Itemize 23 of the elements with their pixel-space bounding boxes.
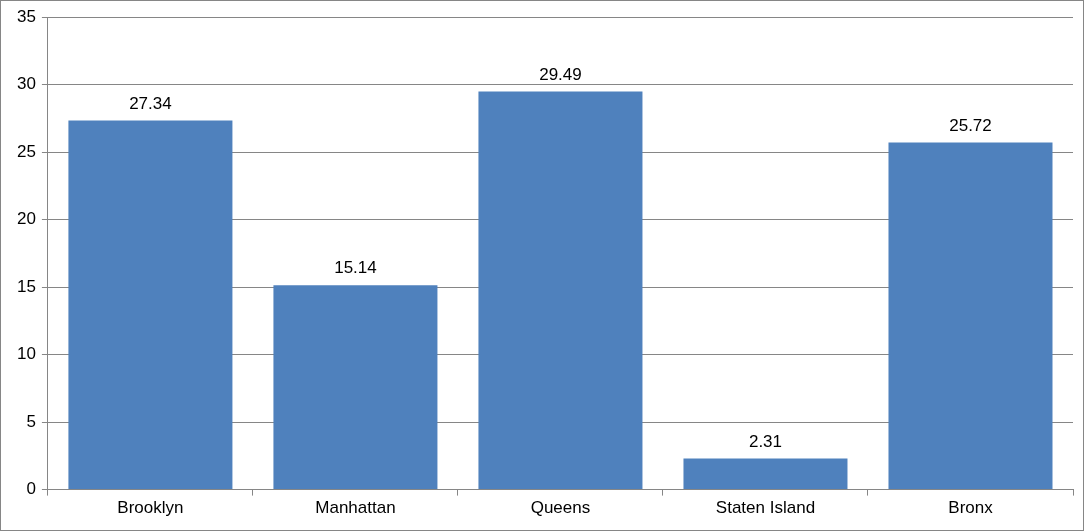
x-tick-label: Staten Island [715,498,816,518]
bar [683,458,848,490]
y-tick-label: 20 [16,209,36,229]
x-tick-label: Queens [530,498,591,518]
y-tick-label: 5 [26,411,36,431]
x-tick-label: Brooklyn [117,498,184,518]
data-label: 2.31 [748,431,783,451]
data-label: 15.14 [334,258,377,278]
y-tick-label: 30 [16,74,36,94]
bar [478,91,643,490]
data-label: 25.72 [949,115,992,135]
x-tick-label: Bronx [948,498,994,518]
data-label: 29.49 [539,64,582,84]
x-tick-label: Manhattan [315,498,396,518]
data-label: 27.34 [129,93,172,113]
y-tick-label: 15 [16,276,36,296]
y-tick-label: 10 [16,344,36,364]
y-tick-label: 25 [16,141,36,161]
bar [273,285,438,490]
bar [888,142,1053,490]
y-tick-label: 0 [26,479,36,499]
y-tick-label: 35 [16,6,36,26]
bar [68,120,233,490]
